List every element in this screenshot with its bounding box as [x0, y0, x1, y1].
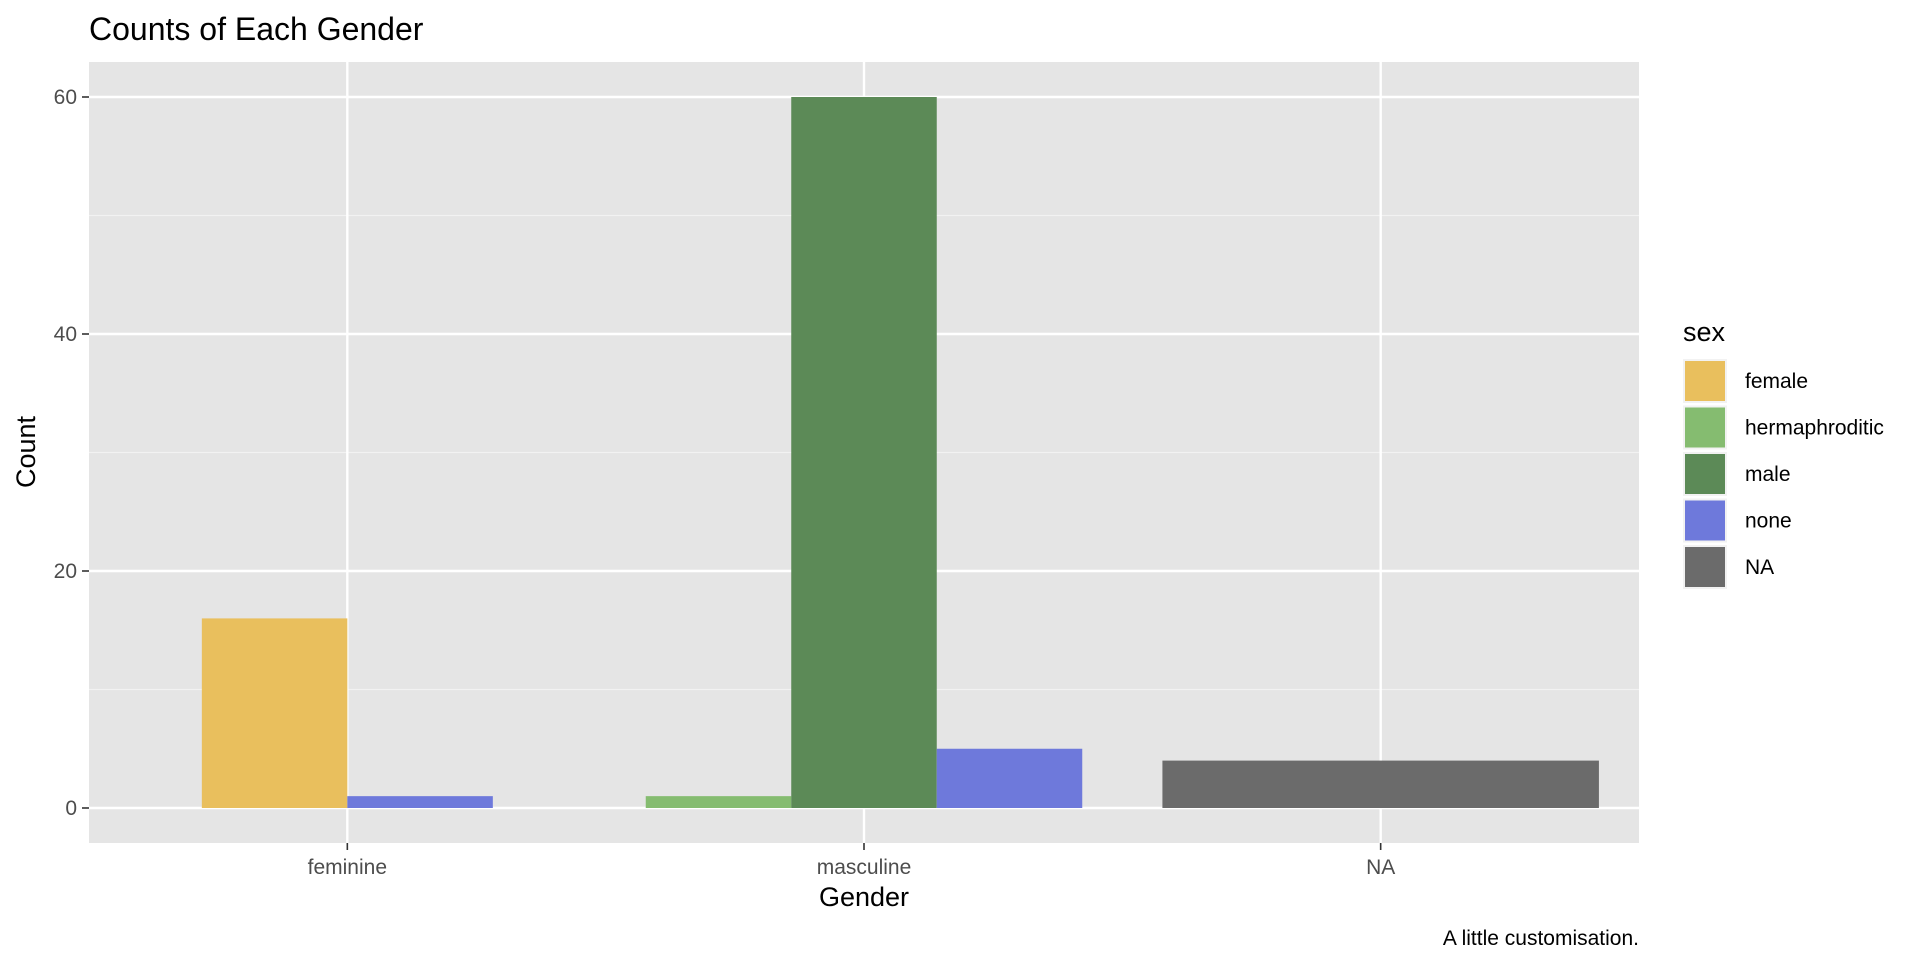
legend-label-none: none	[1745, 510, 1792, 533]
chart-title: Counts of Each Gender	[89, 11, 424, 47]
y-axis: 0 20 40 60	[54, 86, 89, 820]
bar-masculine-hermaphroditic	[645, 796, 792, 808]
legend-label-male: male	[1745, 463, 1791, 486]
y-axis-title: Count	[11, 415, 41, 488]
legend-label-na: NA	[1745, 556, 1774, 579]
x-tick-label: masculine	[817, 856, 912, 879]
bar-na-na	[1162, 760, 1599, 808]
legend: sex female hermaphroditic male none NA	[1683, 317, 1884, 589]
x-axis-title: Gender	[819, 882, 909, 912]
y-tick-label: 60	[54, 86, 77, 109]
legend-swatch-female	[1685, 361, 1725, 401]
legend-swatch-male	[1685, 454, 1725, 494]
bar-feminine-female	[201, 618, 348, 808]
legend-label-female: female	[1745, 370, 1808, 393]
bar-masculine-none	[936, 748, 1083, 808]
x-axis: feminine masculine NA	[308, 843, 1395, 879]
legend-swatch-hermaphroditic	[1685, 407, 1725, 448]
legend-swatch-none	[1685, 500, 1725, 541]
bar-feminine-none	[347, 796, 493, 808]
legend-swatch-na	[1685, 547, 1725, 587]
x-tick-label: feminine	[308, 856, 387, 879]
y-tick-label: 0	[65, 797, 77, 820]
x-tick-label: NA	[1366, 856, 1395, 879]
chart-caption: A little customisation.	[1443, 927, 1639, 950]
legend-title: sex	[1683, 317, 1726, 347]
y-tick-label: 40	[54, 323, 77, 346]
bars	[201, 97, 1599, 808]
legend-label-hermaphroditic: hermaphroditic	[1745, 417, 1884, 440]
bar-masculine-male	[791, 97, 937, 808]
y-tick-label: 20	[54, 560, 77, 583]
